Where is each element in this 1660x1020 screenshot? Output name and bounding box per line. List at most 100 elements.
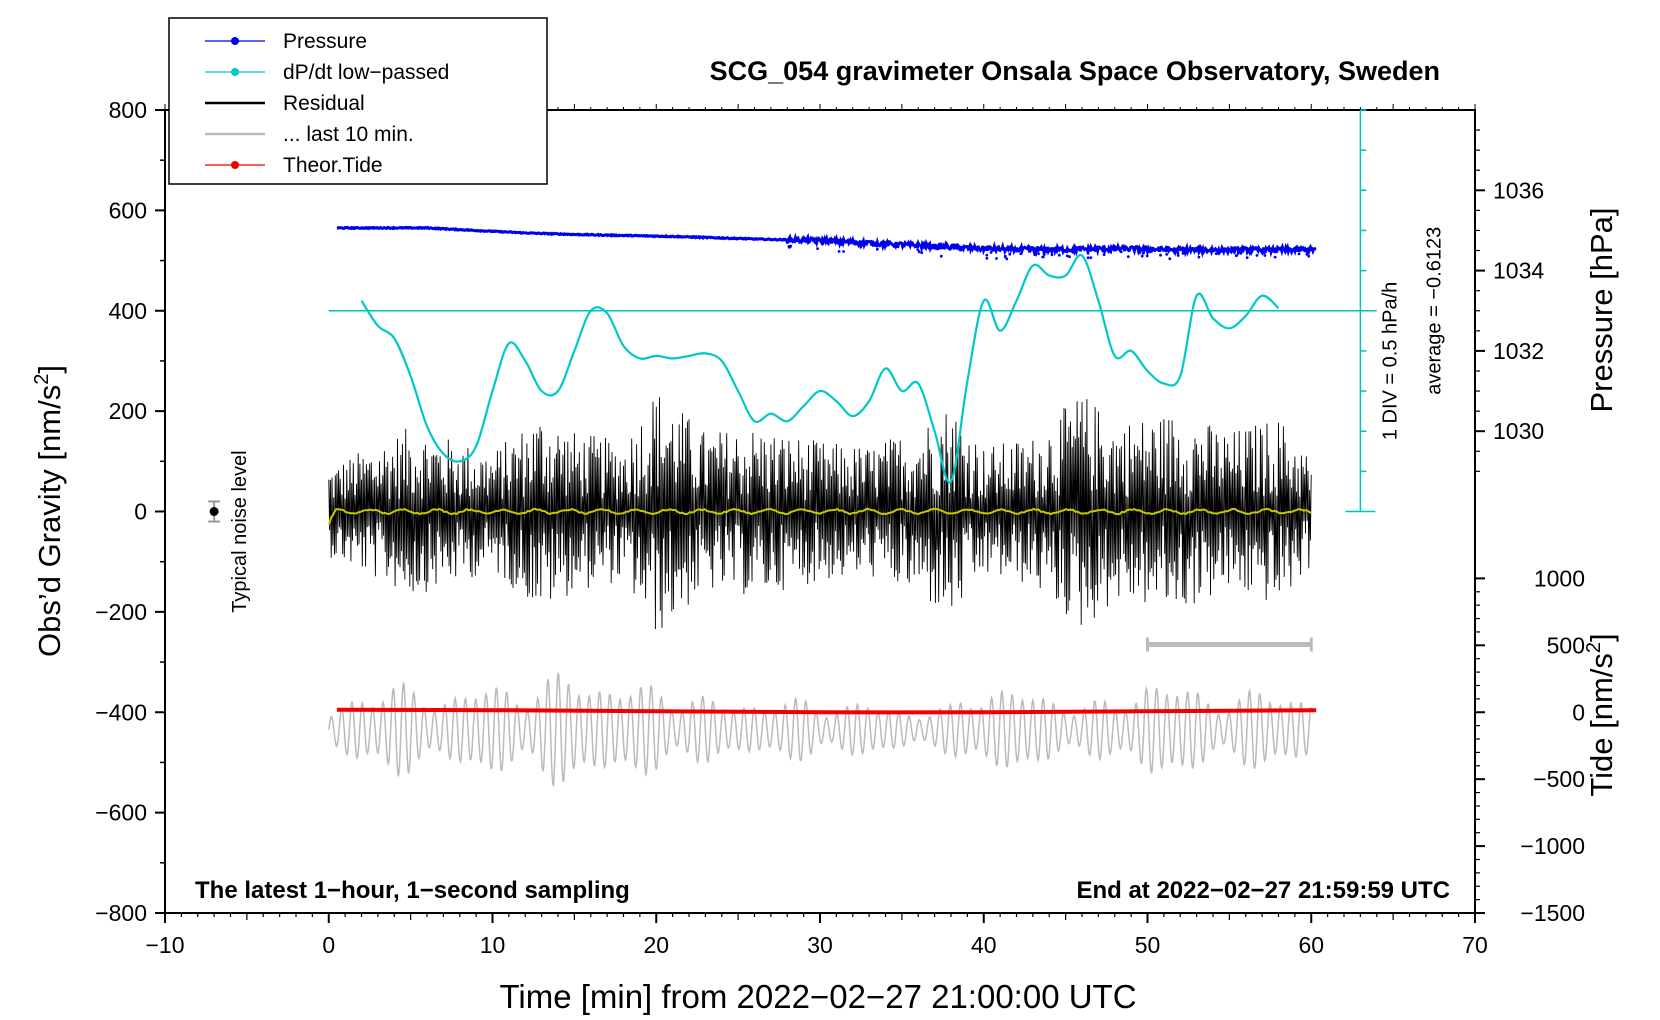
legend-marker	[231, 68, 239, 76]
dpdt-scale-ticks	[1345, 109, 1376, 513]
left-tick-label: 800	[109, 97, 147, 123]
series-residual	[328, 397, 1312, 630]
pressure-outlier	[1181, 252, 1185, 255]
legend-label: Theor.Tide	[283, 154, 383, 177]
pressure-outlier	[1086, 256, 1090, 260]
series-residual-smoothed	[327, 507, 1312, 526]
dpdt-scale: 1 DIV = 0.5 hPa/h average = −0.6123	[1345, 109, 1445, 513]
legend-box	[168, 17, 548, 185]
pressure-outlier	[1041, 255, 1045, 259]
pressure-outlier	[1197, 255, 1201, 259]
x-tick-label: 50	[1135, 932, 1161, 958]
pressure-outlier	[1297, 252, 1301, 256]
dpdt-scale-label: 1 DIV = 0.5 hPa/h	[1379, 282, 1401, 440]
pressure-outlier	[837, 250, 841, 253]
legend-label: Residual	[283, 92, 365, 115]
pressure-outlier	[816, 247, 819, 251]
pressure-outlier	[1057, 253, 1061, 257]
tide-tick-label: −1500	[1520, 900, 1585, 926]
left-tick-label: −200	[95, 599, 147, 625]
series-dpdt	[360, 253, 1280, 484]
series-pressure	[336, 225, 1317, 259]
legend-label: ... last 10 min.	[283, 123, 414, 146]
x-tick-label: −10	[145, 932, 184, 958]
pressure-outlier	[787, 245, 791, 248]
series-last-10-min	[328, 672, 1312, 788]
pressure-outlier	[1263, 254, 1267, 257]
tide-tick-label: 1000	[1534, 565, 1585, 591]
pressure-axis-label: Pressure [hPa]	[1584, 207, 1619, 412]
pressure-outlier	[1176, 254, 1180, 257]
pressure-outlier	[1214, 252, 1218, 256]
pressure-tick-label: 1034	[1493, 258, 1544, 284]
pressure-outlier	[916, 248, 920, 251]
pressure-tick-label: 1032	[1493, 338, 1544, 364]
legend-label: Pressure	[283, 30, 367, 53]
pressure-axis: 1030 1032 1034 1036	[1475, 129, 1544, 472]
pressure-outlier	[1245, 256, 1249, 259]
left-tick-label: −400	[95, 699, 147, 725]
pressure-outlier	[1305, 252, 1309, 256]
pressure-outlier	[1119, 250, 1123, 254]
tide-tick-label: −500	[1533, 766, 1585, 792]
pressure-outlier	[1159, 253, 1162, 257]
pressure-outlier	[1165, 253, 1169, 256]
pressure-outlier	[1042, 253, 1046, 256]
pressure-outlier	[1008, 252, 1012, 256]
pressure-outlier	[1176, 251, 1180, 255]
tide-axis: 1000 500 0 −500 −1000 −1500	[1475, 565, 1585, 926]
pressure-outlier	[1307, 254, 1311, 258]
pressure-outlier	[917, 250, 921, 254]
pressure-outlier	[985, 253, 989, 257]
noise-indicator: Typical noise level	[208, 450, 251, 613]
pressure-outlier	[1239, 251, 1243, 255]
pressure-outlier	[1037, 252, 1040, 256]
pressure-outlier	[875, 247, 879, 251]
left-axis-label: Obs’d Gravity [nm/s2]	[31, 365, 67, 657]
pressure-outlier	[1019, 252, 1023, 256]
legend: Pressure dP/dt low−passed Residual ... last…	[168, 17, 548, 185]
pressure-outlier	[989, 251, 993, 254]
tide-tick-label: −1000	[1520, 833, 1585, 859]
pressure-outlier	[1050, 253, 1054, 257]
series-layer	[327, 225, 1377, 788]
pressure-outlier	[1141, 252, 1145, 255]
pressure-outlier	[1126, 255, 1130, 258]
x-tick-label: 60	[1298, 932, 1324, 958]
noise-label: Typical noise level	[229, 450, 251, 612]
tide-tick-label: 0	[1572, 699, 1585, 725]
pressure-outlier	[1145, 254, 1149, 258]
pressure-outlier	[1005, 257, 1009, 261]
left-tick-label: 400	[109, 298, 147, 324]
left-tick-label: 600	[109, 197, 147, 223]
dpdt-average-label: average = −0.6123	[1423, 227, 1445, 395]
pressure-outlier	[1089, 256, 1093, 259]
pressure-outlier	[1140, 254, 1144, 258]
x-axis: −10 0 10 20 30 40 50 60 70	[145, 104, 1488, 958]
pressure-outlier	[1003, 255, 1007, 259]
pressure-outlier	[985, 256, 989, 260]
pressure-outlier	[1065, 254, 1069, 258]
pressure-outlier	[920, 251, 924, 255]
interval-bar	[1146, 637, 1313, 652]
tide-tick-label: 500	[1547, 632, 1585, 658]
legend-entries: Pressure dP/dt low−passed Residual ... last…	[205, 30, 449, 177]
left-tick-label: −600	[95, 800, 147, 826]
pressure-outlier	[939, 254, 943, 258]
noise-marker	[209, 507, 219, 516]
left-tick-label: 200	[109, 398, 147, 424]
pressure-tick-label: 1036	[1493, 177, 1544, 203]
left-tick-label: 0	[134, 499, 147, 525]
pressure-outlier	[1255, 254, 1259, 257]
pressure-outlier	[821, 242, 825, 246]
legend-marker	[231, 161, 239, 169]
legend-marker	[231, 37, 239, 45]
pressure-outlier	[842, 250, 845, 253]
pressure-outlier	[1102, 253, 1106, 256]
series-theor-tide	[336, 707, 1317, 715]
pressure-outlier	[1068, 255, 1071, 259]
pressure-outlier	[1086, 251, 1090, 255]
pressure-outlier	[1168, 257, 1172, 261]
x-tick-label: 20	[643, 932, 669, 958]
